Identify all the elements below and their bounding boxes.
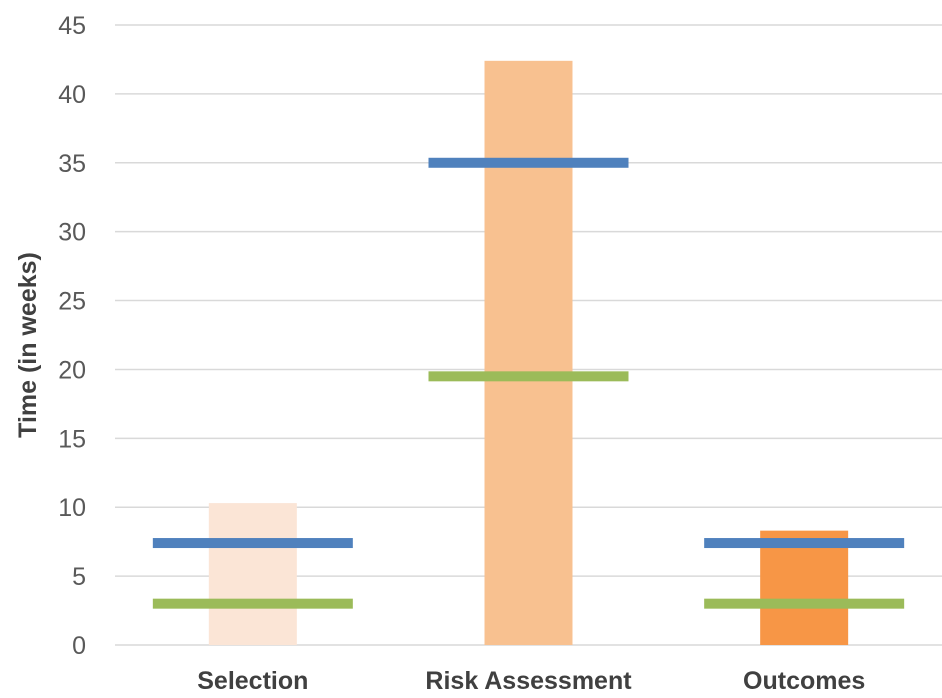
x-category-label: Outcomes — [743, 667, 865, 695]
y-tick-labels: 0 5 10 15 20 25 30 35 40 45 — [58, 12, 86, 660]
bar — [760, 530, 849, 645]
y-tick-label: 0 — [72, 632, 86, 660]
marker-line — [704, 598, 905, 609]
y-tick-label: 30 — [58, 219, 86, 247]
y-tick-label: 40 — [58, 81, 86, 109]
x-category-label: Selection — [197, 667, 308, 695]
y-tick-label: 5 — [72, 563, 86, 591]
markers — [152, 157, 905, 609]
marker-line — [704, 538, 905, 549]
bar — [208, 503, 297, 645]
marker-line — [152, 538, 353, 549]
y-tick-label: 25 — [58, 288, 86, 316]
marker-line — [152, 598, 353, 609]
bars — [208, 60, 849, 646]
y-tick-label: 20 — [58, 356, 86, 384]
y-tick-label: 15 — [58, 425, 86, 453]
bar — [484, 60, 573, 646]
marker-line — [428, 371, 629, 382]
y-tick-label: 45 — [58, 12, 86, 40]
y-axis-title: Time (in weeks) — [14, 252, 42, 438]
y-tick-label: 35 — [58, 150, 86, 178]
y-tick-label: 10 — [58, 494, 86, 522]
x-category-labels: Selection Risk Assessment Outcomes — [197, 667, 865, 695]
marker-line — [428, 157, 629, 168]
x-category-label: Risk Assessment — [425, 667, 632, 695]
